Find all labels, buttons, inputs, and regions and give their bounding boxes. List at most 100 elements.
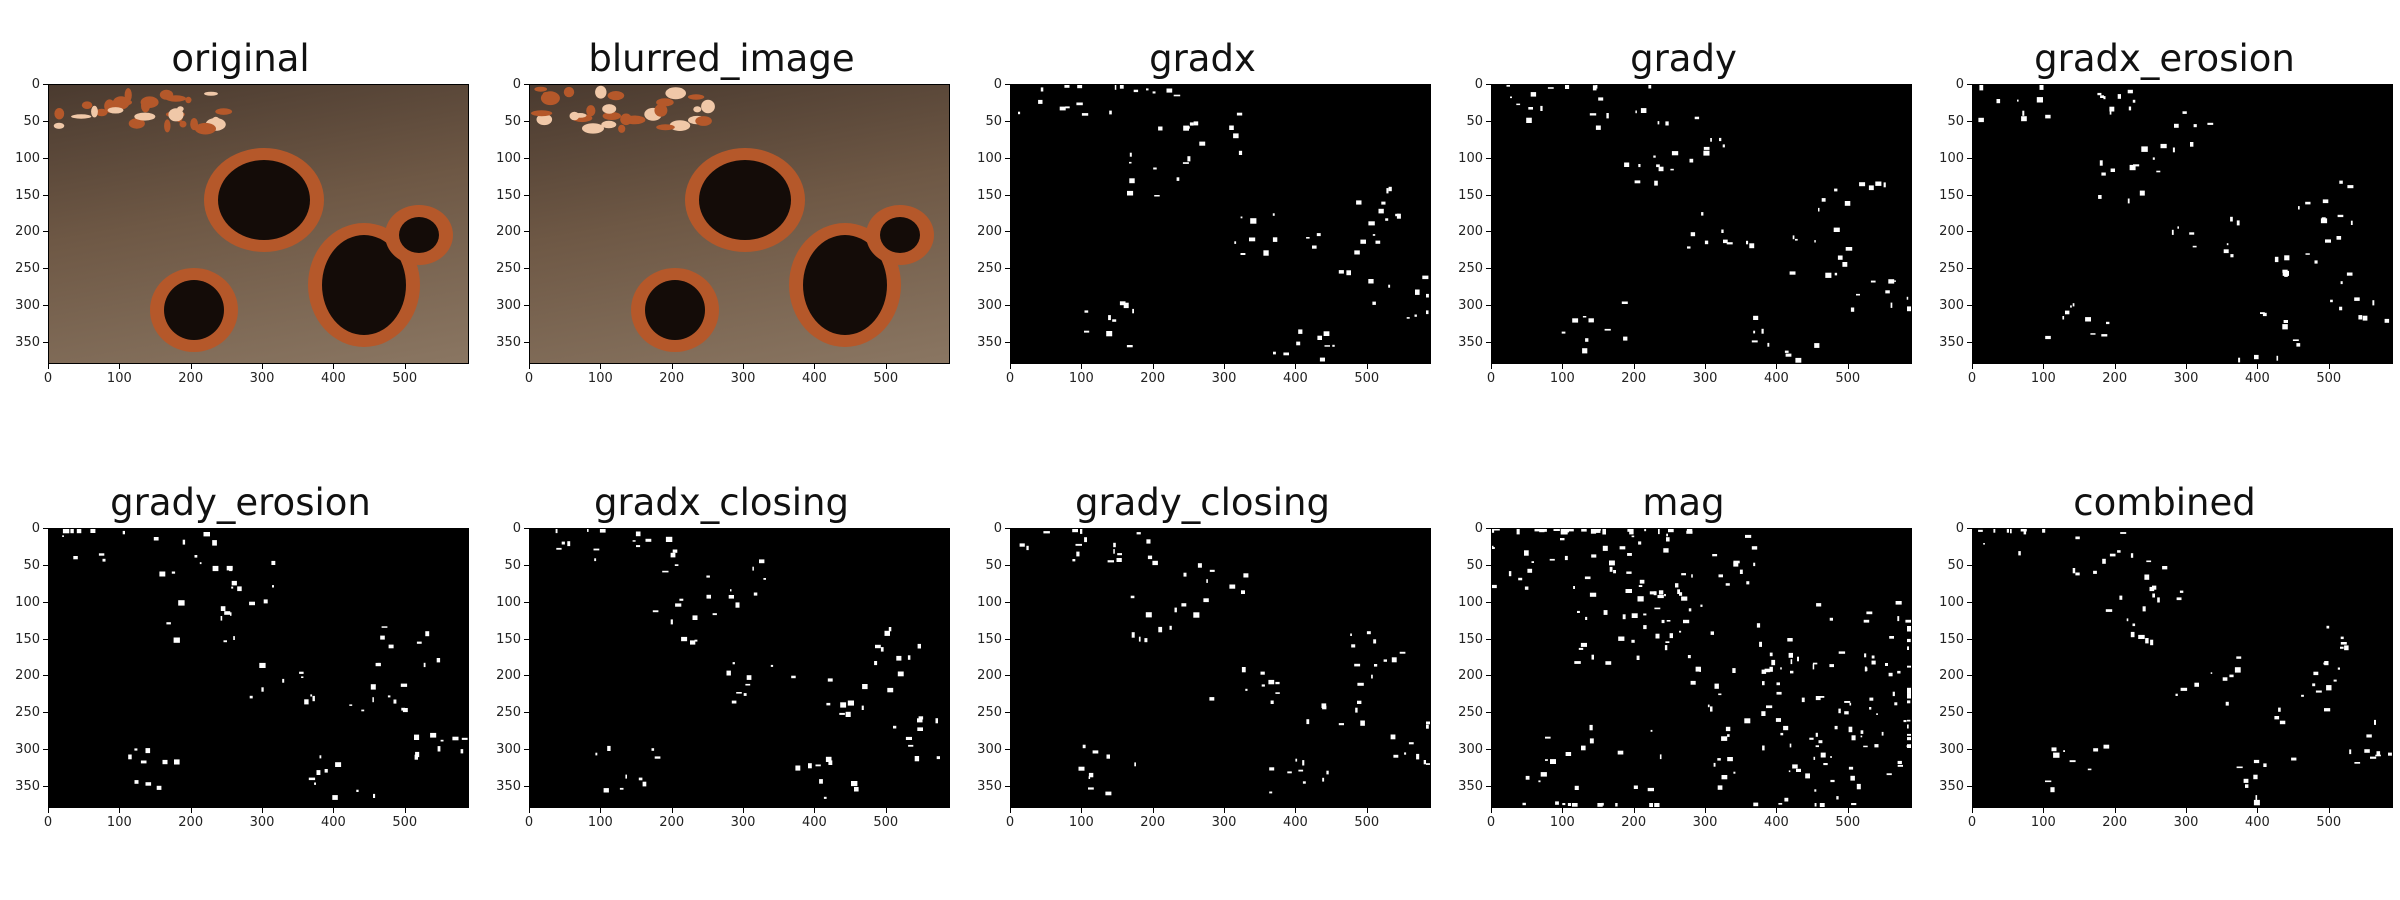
edge-speck bbox=[1796, 768, 1801, 772]
x-tick bbox=[600, 808, 602, 813]
edge-speck bbox=[1131, 632, 1135, 638]
edge-speck bbox=[1836, 796, 1839, 800]
y-tick-label: 0 bbox=[993, 77, 1002, 92]
y-tick-label: 300 bbox=[15, 298, 40, 314]
edge-speck bbox=[1526, 117, 1532, 123]
edge-speck bbox=[1713, 762, 1716, 767]
edge-speck bbox=[1354, 250, 1360, 255]
edge-speck bbox=[914, 756, 920, 762]
edge-speck bbox=[140, 760, 147, 764]
rust-spot bbox=[601, 120, 617, 129]
rust-spot bbox=[595, 85, 607, 99]
edge-speck bbox=[2101, 334, 2108, 337]
edge-speck bbox=[1819, 803, 1825, 807]
y-tick bbox=[524, 84, 529, 85]
edge-speck bbox=[349, 704, 353, 706]
edge-speck bbox=[1626, 571, 1632, 574]
edge-speck bbox=[893, 725, 897, 729]
edge-speck bbox=[1830, 779, 1835, 783]
edge-speck bbox=[2283, 320, 2288, 323]
edge-speck bbox=[1812, 664, 1815, 670]
y-tick bbox=[1005, 84, 1010, 85]
edge-speck bbox=[1732, 668, 1736, 673]
edge-speck bbox=[2260, 312, 2265, 314]
edge-speck bbox=[1152, 560, 1158, 566]
edge-speck bbox=[2229, 674, 2234, 678]
edge-speck bbox=[1869, 697, 1874, 701]
edge-speck bbox=[1834, 725, 1838, 730]
edge-speck bbox=[1783, 725, 1789, 731]
x-tick bbox=[671, 808, 673, 813]
y-tick bbox=[43, 601, 48, 603]
edge-speck bbox=[159, 571, 166, 577]
edge-speck bbox=[2388, 752, 2392, 756]
edge-speck bbox=[1595, 529, 1601, 533]
x-tick-label: 0 bbox=[1486, 815, 1496, 830]
y-tick-label: 50 bbox=[1947, 113, 1964, 129]
y-tick-label: 300 bbox=[977, 298, 1002, 314]
x-tick-label: 0 bbox=[524, 815, 534, 830]
edge-speck bbox=[1622, 614, 1626, 620]
edge-speck bbox=[827, 678, 833, 682]
edge-speck bbox=[2263, 763, 2267, 767]
panel-title: blurred_image bbox=[588, 37, 855, 80]
edge-speck bbox=[1851, 803, 1857, 806]
edge-speck bbox=[2039, 85, 2044, 90]
edge-speck bbox=[1275, 681, 1280, 685]
edge-speck bbox=[1848, 766, 1854, 770]
edge-speck bbox=[1275, 692, 1280, 694]
y-tick-label: 250 bbox=[15, 261, 40, 277]
x-tick bbox=[1776, 808, 1778, 813]
edge-speck bbox=[1302, 760, 1305, 766]
x-tick-label: 300 bbox=[1692, 371, 1718, 386]
edge-speck bbox=[1138, 636, 1141, 642]
rust-spot bbox=[107, 107, 124, 114]
edge-speck bbox=[1493, 529, 1500, 531]
rust-spot bbox=[128, 118, 145, 129]
edge-speck bbox=[425, 631, 430, 637]
y-tick bbox=[524, 564, 529, 566]
x-tick-label: 400 bbox=[802, 815, 827, 830]
x-tick bbox=[1633, 364, 1635, 369]
edge-speck bbox=[1813, 756, 1816, 760]
edge-speck bbox=[1108, 315, 1111, 321]
image-panel-grady-closing: grady_closing 0 50 100 150 200 250 300 350 0 100 20… bbox=[962, 480, 1443, 829]
edge-speck bbox=[1268, 679, 1275, 685]
y-tick bbox=[1486, 785, 1491, 787]
y-tick bbox=[1486, 84, 1491, 85]
y-tick bbox=[1967, 749, 1972, 751]
y-tick bbox=[524, 341, 529, 343]
edge-speck bbox=[880, 647, 884, 652]
edge-speck bbox=[2340, 642, 2347, 645]
corrosion-hole bbox=[803, 235, 887, 335]
edge-speck bbox=[1723, 239, 1728, 244]
edge-speck bbox=[1360, 720, 1365, 726]
edge-speck bbox=[2346, 272, 2353, 276]
y-tick bbox=[1005, 268, 1010, 270]
y-tick bbox=[1967, 712, 1972, 714]
y-tick-label: 350 bbox=[1939, 778, 1964, 794]
y-tick bbox=[1486, 341, 1491, 343]
edge-speck bbox=[1357, 700, 1362, 704]
edge-speck bbox=[1864, 666, 1867, 672]
edge-speck bbox=[561, 541, 565, 545]
edge-speck bbox=[2087, 768, 2092, 771]
edge-speck bbox=[651, 748, 655, 751]
x-tick-label: 0 bbox=[43, 815, 53, 830]
y-tick-label: 50 bbox=[23, 113, 40, 129]
edge-speck bbox=[2243, 778, 2249, 783]
x-tick bbox=[1295, 808, 1297, 813]
edge-speck bbox=[310, 694, 313, 697]
edge-speck bbox=[1814, 803, 1817, 807]
edge-speck bbox=[2282, 270, 2289, 276]
y-tick-label: 350 bbox=[977, 778, 1002, 794]
y-tick-label: 100 bbox=[15, 150, 40, 166]
edge-speck bbox=[308, 777, 316, 781]
edge-speck bbox=[1566, 529, 1569, 533]
y-tick-label: 0 bbox=[993, 521, 1002, 536]
panel-title: gradx bbox=[1149, 37, 1256, 80]
edge-speck bbox=[1383, 659, 1387, 662]
edge-speck bbox=[2127, 89, 2133, 94]
edge-speck bbox=[174, 759, 180, 765]
edge-speck bbox=[1907, 744, 1911, 748]
